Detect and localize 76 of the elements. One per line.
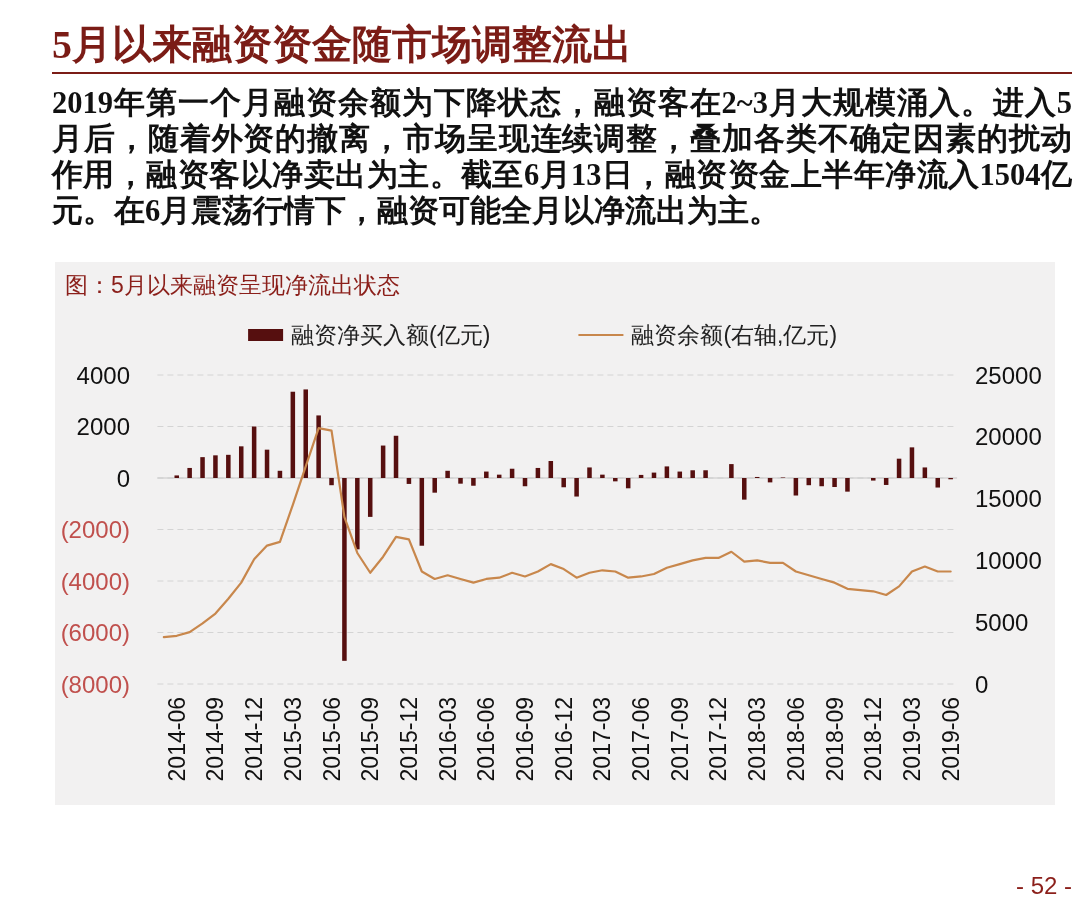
- y2-tick-label: 5000: [975, 608, 1029, 636]
- bar: [883, 478, 889, 485]
- bar: [187, 467, 192, 478]
- y2-tick-label: 20000: [975, 423, 1042, 451]
- y2-tick-label: 15000: [975, 485, 1042, 513]
- bar: [729, 464, 734, 478]
- x-tick-label: 2016-06: [473, 697, 500, 782]
- bar: [909, 447, 915, 478]
- bar: [329, 478, 334, 486]
- bar: [664, 466, 670, 478]
- y2-tick-label: 0: [975, 670, 989, 698]
- x-tick-label: 2015-09: [357, 697, 384, 782]
- x-tick-label: 2018-03: [744, 697, 771, 782]
- bar: [303, 389, 308, 478]
- bar: [703, 470, 708, 478]
- bar: [213, 455, 218, 478]
- x-tick-label: 2015-06: [318, 697, 345, 782]
- y-tick-label: (6000): [60, 619, 130, 646]
- bar: [471, 478, 476, 486]
- bar: [226, 454, 231, 478]
- x-tick-label: 2018-09: [821, 697, 848, 782]
- bar: [935, 478, 941, 488]
- bar: [458, 478, 463, 484]
- chart-subtitle: 2019年第一个月融资余额为下降状态，融资客在2~3月大规模涌入。进入5月后，随着外资的撤离，市场呈现连续调整，叠加各类不确定因素的扰动作用，融资客以净卖出为主。截至6月13日，融资资金上半年净流入1504亿元。在6月震荡行情下，融资可能全月以净流出为主。: [52, 85, 1072, 229]
- bar: [793, 478, 799, 496]
- y2-tick-label: 10000: [975, 546, 1042, 574]
- bar: [342, 478, 347, 661]
- text: - 52 -: [1015, 871, 1072, 899]
- x-tick-label: 2017-03: [589, 697, 616, 782]
- bar: [871, 478, 876, 481]
- bar: [832, 478, 837, 488]
- chart-title: 5月以来融资资金随市场调整流出: [52, 22, 632, 67]
- x-tick-label: 2015-12: [395, 697, 422, 782]
- x-tick-label: 2018-06: [782, 697, 809, 782]
- x-tick-label: 2014-12: [241, 697, 268, 782]
- bar: [574, 478, 579, 497]
- bar: [445, 470, 450, 478]
- bar: [484, 471, 489, 478]
- line-series: [162, 427, 952, 639]
- bar: [238, 446, 244, 478]
- bar: [690, 470, 695, 478]
- x-tick-label: 2017-09: [666, 697, 693, 782]
- x-tick-label: 2016-03: [434, 697, 461, 782]
- legend-label: 融资净买入额(亿元): [291, 322, 491, 348]
- bar: [200, 457, 205, 478]
- x-tick-label: 2019-06: [937, 697, 964, 782]
- y2-tick-label: 25000: [975, 361, 1042, 389]
- x-tick-label: 2014-06: [163, 697, 190, 782]
- y-tick-label: (4000): [60, 567, 130, 595]
- bar: [174, 475, 179, 478]
- bar: [600, 474, 605, 478]
- bar: [587, 467, 592, 478]
- bar: [561, 478, 566, 488]
- y-tick-label: 0: [116, 464, 130, 492]
- x-tick-label: 2016-09: [512, 697, 538, 782]
- bar: [742, 478, 747, 500]
- bar: [922, 467, 928, 478]
- legend-label: 融资余额(右轴,亿元): [631, 322, 838, 348]
- x-tick-label: 2017-12: [705, 697, 732, 782]
- bar: [316, 415, 321, 478]
- y-tick-label: (2000): [60, 516, 130, 543]
- bar: [432, 478, 437, 493]
- bar: [819, 478, 824, 487]
- bar: [845, 478, 850, 492]
- x-tick-label: 2016-12: [550, 697, 577, 782]
- bar: [355, 478, 360, 550]
- text: 图：5月以来融资呈现净流出状态: [65, 272, 400, 298]
- bar: [613, 478, 618, 482]
- x-tick-label: 2017-06: [628, 697, 655, 782]
- y-tick-label: 2000: [76, 413, 130, 440]
- x-tick-label: 2014-09: [202, 697, 229, 782]
- x-tick-label: 2018-12: [860, 697, 887, 782]
- y-tick-label: (8000): [60, 670, 130, 698]
- x-tick-label: 2015-03: [279, 697, 306, 782]
- x-tick-label: 2019-03: [898, 697, 925, 782]
- y-tick-label: 4000: [76, 361, 130, 389]
